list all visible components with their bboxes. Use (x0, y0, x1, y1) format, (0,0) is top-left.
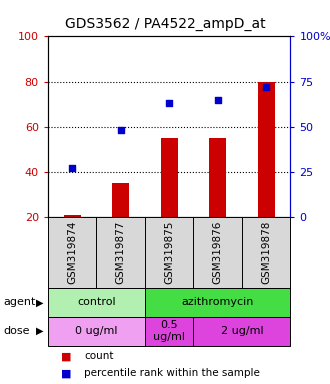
Text: 2 ug/ml: 2 ug/ml (220, 326, 263, 336)
Text: 0.5
ug/ml: 0.5 ug/ml (153, 320, 185, 342)
Text: control: control (77, 297, 116, 308)
Text: 0 ug/ml: 0 ug/ml (75, 326, 117, 336)
Text: GSM319876: GSM319876 (213, 221, 223, 284)
Bar (258, 82, 275, 217)
Point (118, 127, 123, 133)
Bar (48, 317, 145, 346)
Bar (193, 317, 290, 346)
Bar (112, 183, 129, 217)
Text: GSM319874: GSM319874 (67, 221, 77, 284)
Bar (145, 288, 290, 317)
Text: percentile rank within the sample: percentile rank within the sample (84, 368, 260, 378)
Text: ▶: ▶ (36, 326, 43, 336)
Text: ■: ■ (61, 351, 72, 361)
Point (69, 165, 75, 171)
Bar (145, 317, 193, 346)
Text: dose: dose (3, 326, 30, 336)
Bar (161, 138, 178, 217)
Text: ■: ■ (61, 368, 72, 378)
Text: azithromycin: azithromycin (182, 297, 254, 308)
Point (215, 97, 220, 103)
Text: GSM319875: GSM319875 (164, 221, 174, 284)
Point (166, 100, 172, 106)
Text: agent: agent (3, 297, 36, 308)
Point (263, 84, 269, 90)
Bar (64, 215, 81, 217)
Text: GSM319877: GSM319877 (115, 221, 126, 284)
Bar (48, 288, 145, 317)
Text: ▶: ▶ (36, 297, 43, 308)
Text: GSM319878: GSM319878 (261, 221, 271, 284)
Text: count: count (84, 351, 114, 361)
Bar (209, 138, 226, 217)
Text: GDS3562 / PA4522_ampD_at: GDS3562 / PA4522_ampD_at (65, 17, 265, 31)
